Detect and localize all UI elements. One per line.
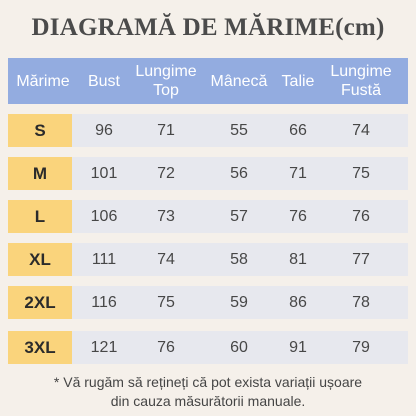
bust-value: 116 [91,293,117,311]
waist-value: 66 [289,121,307,139]
row-cells: 116 75 59 86 78 [8,286,408,319]
table-row: 111 74 58 81 77 XL [8,243,408,276]
size-badge: XL [8,243,72,276]
header-skirt-length: Lungime Fustă [320,62,402,100]
header-waist-label: Talie [281,72,315,90]
note-line-1: * Vă rugăm să rețineți că pot exista var… [53,374,363,390]
header-bust: Bust [78,72,130,91]
row-cells: 106 73 57 76 76 [8,200,408,233]
top-length-value: 76 [157,338,175,356]
header-size-label: Mărime [16,72,70,90]
skirt-length-value: 78 [352,293,370,311]
table-row: 116 75 59 86 78 2XL [8,286,408,319]
bust-value: 111 [91,250,117,268]
header-top-length-line1: Lungime [135,63,197,80]
sleeve-value: 56 [230,164,248,182]
bust-value: 101 [90,164,118,182]
size-badge: L [8,200,72,233]
skirt-length-value: 77 [352,250,370,268]
skirt-length-value: 75 [352,164,370,182]
header-sleeve: Mânecă [202,72,276,91]
size-badge: 3XL [8,331,72,364]
row-cells: 101 72 56 71 75 [8,157,408,190]
table-header: Mărime Bust Lungime Top Mânecă Talie Lun… [8,58,408,104]
waist-value: 76 [289,207,307,225]
top-length-value: 71 [157,121,175,139]
bust-value: 96 [95,121,113,139]
note-line-2: din cauza măsurătorii manuale. [110,393,306,409]
header-waist: Talie [276,72,320,91]
sleeve-value: 58 [230,250,248,268]
header-top-length: Lungime Top [130,62,202,100]
top-length-value: 75 [157,293,175,311]
table-row: 101 72 56 71 75 M [8,157,408,190]
row-cells: 96 71 55 66 74 [8,114,408,147]
row-cells: 121 76 60 91 79 [8,331,408,364]
bust-value: 121 [90,338,118,356]
sleeve-value: 59 [230,293,248,311]
header-top-length-line2: Top [153,82,179,99]
sleeve-value: 57 [230,207,248,225]
size-badge: S [8,114,72,147]
measurement-note: * Vă rugăm să rețineți că pot exista var… [0,373,416,411]
header-bust-label: Bust [87,72,120,90]
table-row: 106 73 57 76 76 L [8,200,408,233]
header-size: Mărime [8,72,78,91]
size-badge: M [8,157,72,190]
skirt-length-value: 79 [352,338,370,356]
header-sleeve-label: Mânecă [210,72,268,90]
row-cells: 111 74 58 81 77 [8,243,408,276]
skirt-length-value: 74 [352,121,370,139]
bust-value: 106 [90,207,118,225]
header-skirt-length-line2: Fustă [340,82,381,99]
table-row: 96 71 55 66 74 S [8,114,408,147]
waist-value: 71 [289,164,307,182]
page-title: DIAGRAMĂ DE MĂRIME(cm) [31,14,385,41]
sleeve-value: 55 [230,121,248,139]
sleeve-value: 60 [230,338,248,356]
top-length-value: 72 [157,164,175,182]
waist-value: 86 [289,293,307,311]
top-length-value: 74 [157,250,175,268]
waist-value: 91 [289,338,307,356]
table-row: 121 76 60 91 79 3XL [8,331,408,364]
header-skirt-length-line1: Lungime [330,63,392,80]
waist-value: 81 [289,250,307,268]
skirt-length-value: 76 [352,207,370,225]
top-length-value: 73 [157,207,175,225]
size-badge: 2XL [8,286,72,319]
